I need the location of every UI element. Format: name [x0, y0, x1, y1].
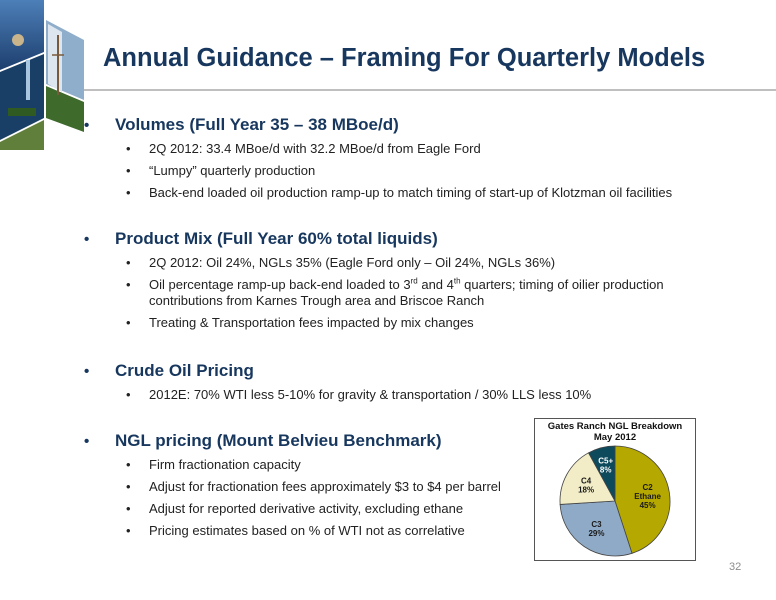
pie-label-c2: C2 Ethane 45% — [634, 483, 661, 510]
ngl-breakdown-chart: Gates Ranch NGL Breakdown May 2012 C2 Eth… — [534, 418, 696, 561]
list-item: • Treating & Transportation fees impacted… — [126, 315, 474, 330]
title-divider — [84, 89, 776, 91]
section-heading: Volumes (Full Year 35 – 38 MBoe/d) — [115, 115, 399, 134]
list-item: • Pricing estimates based on % of WTI not… — [126, 523, 465, 538]
section-product-mix: • Product Mix (Full Year 60% total liqui… — [84, 229, 664, 331]
pie-slice-c4 — [559, 452, 616, 505]
bullet: • — [84, 231, 90, 248]
list-item: • Oil percentage ramp-up back-end loaded … — [126, 276, 664, 308]
company-logo — [0, 0, 84, 150]
chart-title: Gates Ranch NGL Breakdown May 2012 — [547, 421, 683, 443]
page-number: 32 — [729, 561, 742, 573]
list-item: • Back-end loaded oil production ramp-up … — [126, 185, 673, 200]
list-item: • Adjust for reported derivative activity… — [126, 501, 464, 516]
list-item: • Adjust for fractionation fees approxima… — [126, 479, 501, 494]
pie-label-c3: C3 29% — [588, 520, 604, 538]
section-heading: Crude Oil Pricing — [115, 361, 254, 380]
list-item: • Firm fractionation capacity — [126, 457, 301, 472]
section-heading: Product Mix (Full Year 60% total liquids… — [115, 229, 438, 248]
pie-label-c5plus: C5+ 8% — [598, 456, 613, 474]
list-item: • “Lumpy” quarterly production — [126, 163, 316, 178]
pie-slice-c3 — [559, 500, 633, 557]
section-ngl-pricing: • NGL pricing (Mount Belvieu Benchmark) … — [84, 431, 501, 539]
list-item: • 2Q 2012: 33.4 MBoe/d with 32.2 MBoe/d f… — [126, 141, 481, 156]
bullet: • — [84, 117, 90, 134]
list-item: • 2012E: 70% WTI less 5-10% for gravity &… — [126, 387, 592, 402]
pie-chart: C2 Ethane 45% C3 29% C4 18% C5+ 8% — [559, 445, 671, 557]
slide-title: Annual Guidance – Framing For Quarterly … — [103, 44, 706, 72]
bullet: • — [84, 363, 90, 380]
list-item: • 2Q 2012: Oil 24%, NGLs 35% (Eagle Ford … — [126, 255, 556, 270]
pie-slice-c2 — [614, 445, 671, 554]
pie-label-c4: C4 18% — [578, 477, 594, 495]
section-crude-oil-pricing: • Crude Oil Pricing • 2012E: 70% WTI less… — [84, 361, 591, 403]
bullet: • — [84, 433, 90, 450]
section-volumes: • Volumes (Full Year 35 – 38 MBoe/d) • 2Q… — [84, 115, 672, 201]
pie-slice-c5plus — [587, 445, 616, 502]
section-heading: NGL pricing (Mount Belvieu Benchmark) — [115, 431, 442, 450]
